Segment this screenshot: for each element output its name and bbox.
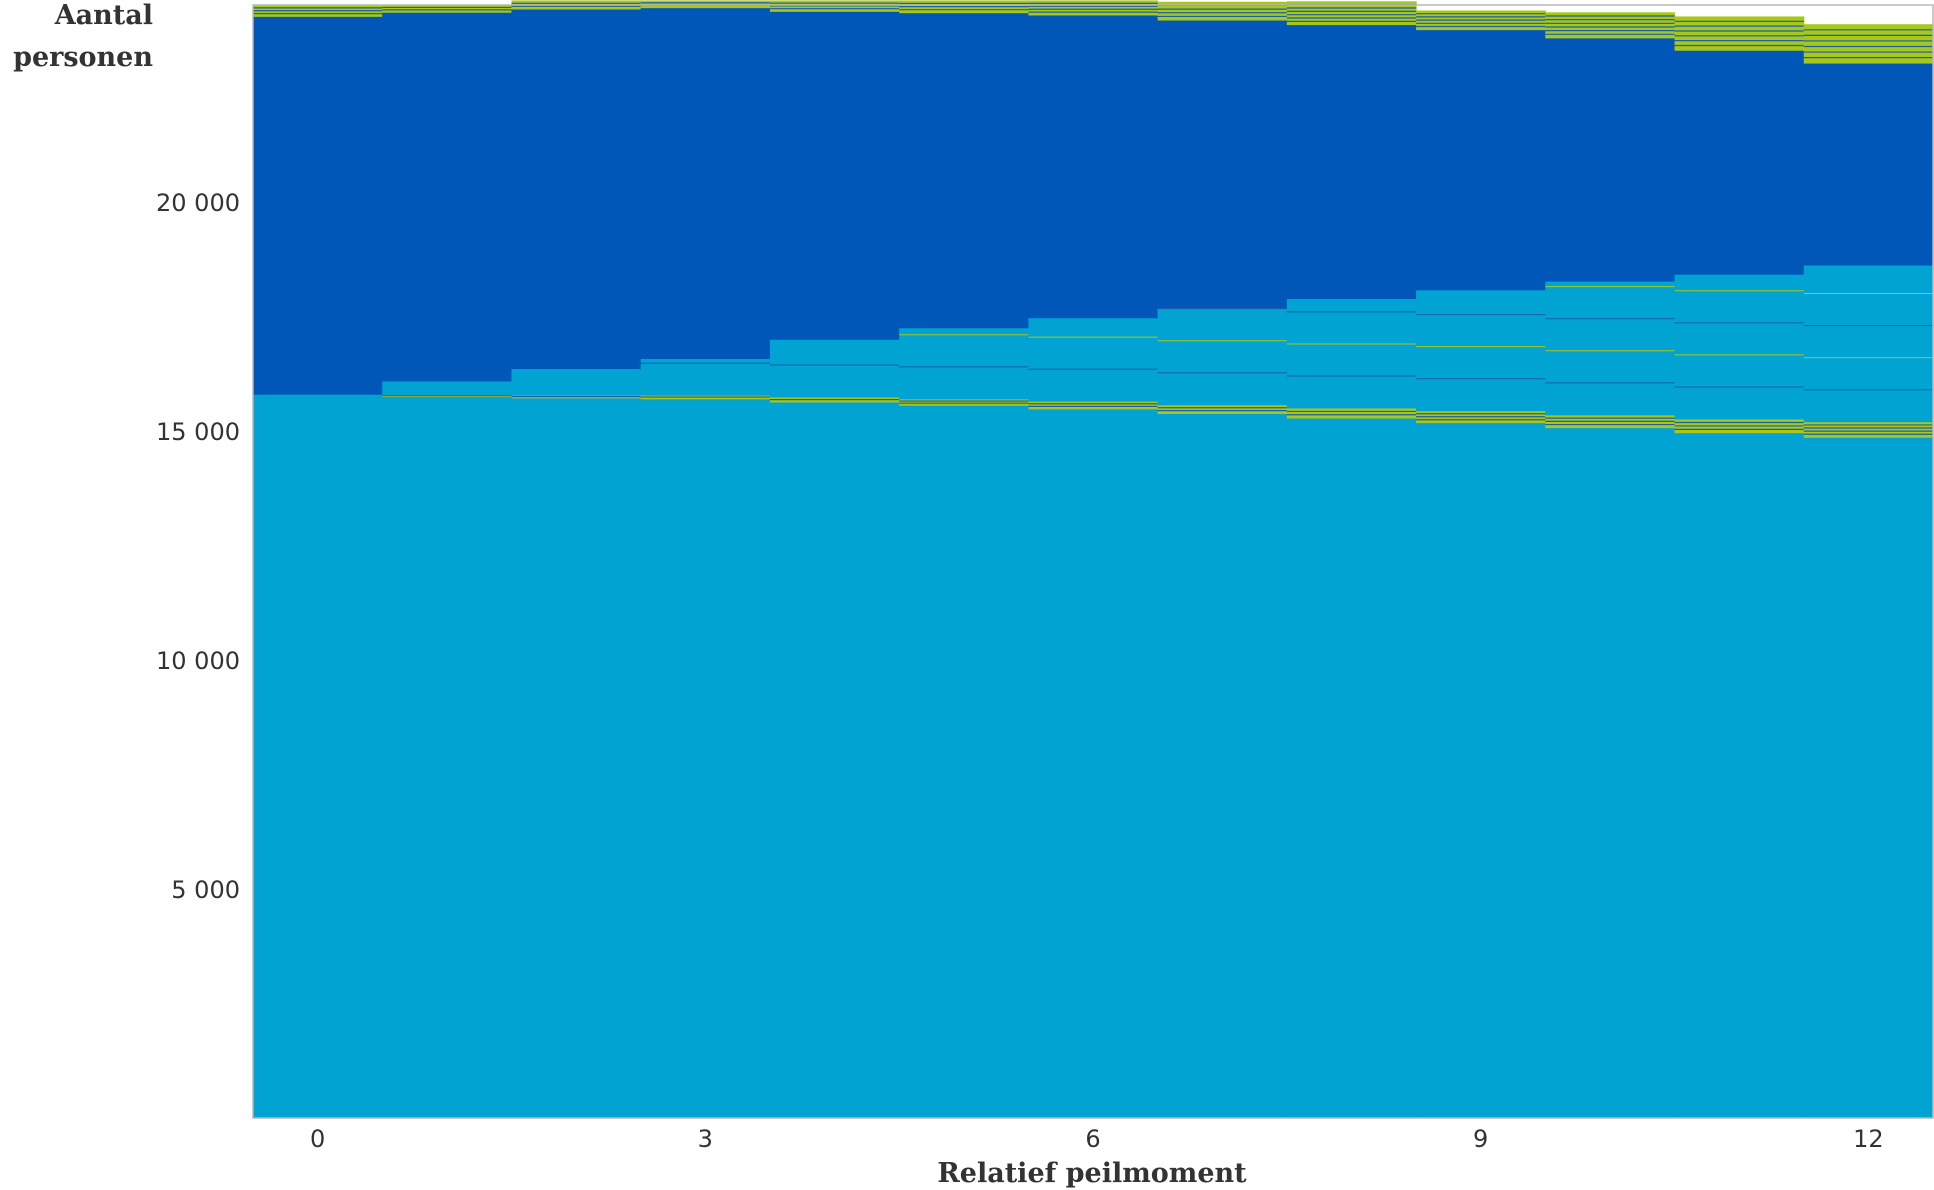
bar-segment bbox=[382, 381, 513, 396]
bar-segment bbox=[1545, 281, 1676, 416]
bar-segment bbox=[1803, 265, 1934, 423]
bar-segment bbox=[1028, 15, 1159, 319]
bar-segment bbox=[511, 9, 642, 370]
bar-segment bbox=[769, 11, 900, 340]
bar-segment bbox=[1157, 1, 1288, 21]
bar-segment bbox=[1674, 50, 1805, 275]
plot-frame bbox=[252, 4, 1934, 1119]
bar-segment bbox=[640, 358, 771, 396]
x-tick-label: 12 bbox=[1853, 1125, 1884, 1153]
bar-segment bbox=[899, 398, 1029, 406]
bar-segment bbox=[769, 339, 900, 398]
bar-segment bbox=[382, 396, 513, 1119]
bar-segment bbox=[253, 394, 383, 1119]
bar-segment bbox=[1674, 274, 1805, 420]
bar-segment bbox=[1286, 24, 1417, 299]
y-tick-label: 20 000 bbox=[156, 189, 240, 217]
y-axis-title-line-1: Aantal bbox=[54, 0, 153, 31]
bar-segment bbox=[1157, 404, 1288, 414]
bar-segment bbox=[1545, 427, 1676, 1119]
bar-segment bbox=[899, 327, 1029, 400]
bar-segment bbox=[899, 405, 1029, 1119]
bar-segment bbox=[1416, 422, 1546, 1119]
x-axis-tick-labels: 0 3 6 9 12 bbox=[310, 1125, 1884, 1153]
bar-segment bbox=[1028, 408, 1159, 1119]
bar-segment bbox=[1803, 421, 1934, 438]
bar-segment bbox=[511, 368, 642, 396]
bar-segment bbox=[1286, 1, 1417, 26]
y-axis-tick-labels: 5 000 10 000 15 000 20 000 bbox=[156, 189, 240, 904]
y-tick-label: 5 000 bbox=[171, 876, 240, 904]
bar-segment bbox=[899, 12, 1029, 329]
y-tick-label: 10 000 bbox=[156, 647, 240, 675]
y-axis-title-line-2: personen bbox=[13, 42, 153, 73]
bar-segment bbox=[511, 397, 642, 1119]
bar-segment bbox=[1286, 418, 1417, 1119]
bar-segment bbox=[1286, 408, 1417, 419]
bar-segment bbox=[1674, 432, 1805, 1119]
bar-segment bbox=[382, 5, 513, 13]
bar-segment bbox=[640, 398, 771, 1119]
bar-segment bbox=[1286, 298, 1417, 409]
bar-segment bbox=[1803, 63, 1934, 266]
y-tick-label: 15 000 bbox=[156, 418, 240, 446]
bar-segment bbox=[1028, 317, 1159, 402]
bar-segment bbox=[1028, 0, 1159, 16]
bar-segment bbox=[769, 402, 900, 1119]
bar-segment bbox=[1416, 29, 1546, 291]
bar-segment bbox=[1803, 437, 1934, 1119]
x-tick-label: 9 bbox=[1473, 1125, 1488, 1153]
x-tick-label: 6 bbox=[1085, 1125, 1100, 1153]
bar-segment bbox=[253, 16, 383, 395]
bar-segment bbox=[640, 7, 771, 359]
bar-segment bbox=[1028, 401, 1159, 410]
bar-segment bbox=[382, 12, 513, 382]
bar-segment bbox=[1157, 20, 1288, 309]
bar-segment bbox=[1545, 37, 1676, 282]
bar-segment bbox=[1157, 308, 1288, 406]
x-tick-label: 3 bbox=[698, 1125, 713, 1153]
bar-segment bbox=[1157, 413, 1288, 1119]
plot-area bbox=[253, 0, 1934, 1119]
x-tick-label: 0 bbox=[310, 1125, 325, 1153]
x-axis-title: Relatief peilmoment bbox=[937, 1158, 1247, 1189]
bar-segment bbox=[1416, 289, 1546, 412]
